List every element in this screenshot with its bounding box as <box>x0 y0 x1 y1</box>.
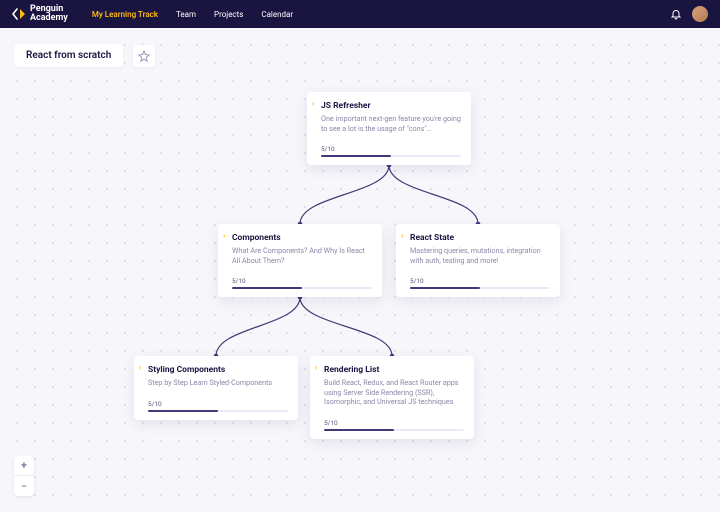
node-description: What Are Components? And Why Is React Al… <box>232 246 372 265</box>
nav-link-my-learning-track[interactable]: My Learning Track <box>92 10 158 19</box>
node-description: Mastering queries, mutations, integratio… <box>410 246 550 265</box>
node-title: Rendering List <box>324 365 464 375</box>
node-description: One important next-gen feature you're go… <box>321 114 461 133</box>
top-navbar: Penguin Academy My Learning Track Team Pro… <box>0 0 720 28</box>
avatar[interactable] <box>692 6 708 22</box>
node-progress-label: 5/10 <box>324 419 464 427</box>
node-styling-components[interactable]: Styling Components Step by Step Learn Sty… <box>134 356 298 420</box>
node-progress-bar <box>321 155 461 157</box>
node-progress-label: 5/10 <box>232 277 372 285</box>
node-rendering-list[interactable]: Rendering List Build React, Redux, and Re… <box>310 356 474 439</box>
node-title: Styling Components <box>148 365 288 375</box>
zoom-out-button[interactable]: − <box>14 476 34 496</box>
nav-link-calendar[interactable]: Calendar <box>261 10 293 19</box>
logo-icon <box>12 8 26 20</box>
nav-link-projects[interactable]: Projects <box>214 10 243 19</box>
node-progress-label: 5/10 <box>321 145 461 153</box>
brand-logo[interactable]: Penguin Academy <box>12 5 68 23</box>
node-progress-bar <box>324 429 464 431</box>
node-react-state[interactable]: React State Mastering queries, mutations,… <box>396 224 560 297</box>
learning-canvas[interactable]: JS Refresher One important next-gen featu… <box>0 28 720 512</box>
node-js-refresher[interactable]: JS Refresher One important next-gen featu… <box>307 92 471 165</box>
node-title: React State <box>410 233 550 243</box>
node-description: Step by Step Learn Styled-Components <box>148 378 288 388</box>
nav-links: My Learning Track Team Projects Calendar <box>92 10 293 19</box>
node-progress-label: 5/10 <box>410 277 550 285</box>
zoom-in-button[interactable]: + <box>14 456 34 476</box>
node-description: Build React, Redux, and React Router app… <box>324 378 464 407</box>
node-progress-bar <box>148 410 288 412</box>
zoom-control: + − <box>14 456 34 496</box>
favorite-button[interactable] <box>133 45 155 67</box>
node-title: Components <box>232 233 372 243</box>
node-progress-bar <box>232 287 372 289</box>
node-components[interactable]: Components What Are Components? And Why I… <box>218 224 382 297</box>
page-title: React from scratch <box>14 44 123 67</box>
node-title: JS Refresher <box>321 101 461 111</box>
notifications-icon[interactable] <box>670 8 682 20</box>
brand-line2: Academy <box>30 14 68 23</box>
nav-link-team[interactable]: Team <box>176 10 196 19</box>
star-icon <box>138 50 150 62</box>
node-progress-label: 5/10 <box>148 400 288 408</box>
node-progress-bar <box>410 287 550 289</box>
